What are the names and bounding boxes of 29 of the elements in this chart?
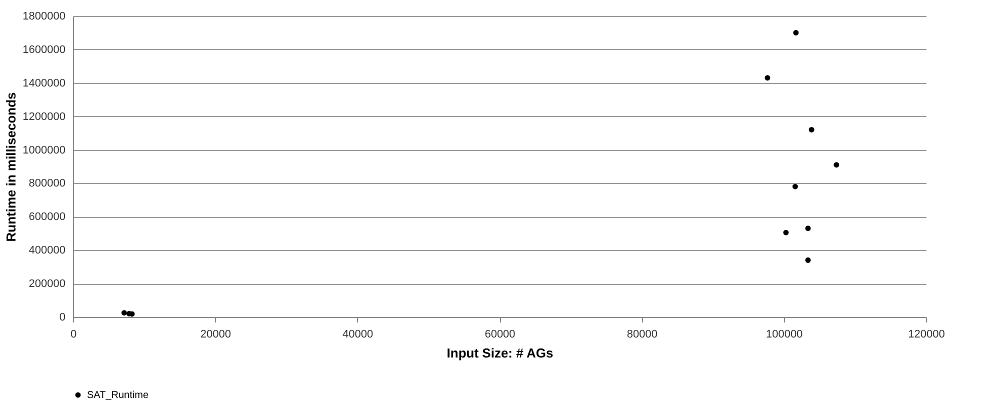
point <box>121 310 127 316</box>
x-tick-label: 80000 <box>626 328 658 340</box>
y-tick-label: 1000000 <box>22 144 66 156</box>
y-tick-label: 400000 <box>28 244 66 257</box>
point <box>783 230 789 236</box>
point <box>793 30 799 36</box>
x-tick-label: 120000 <box>908 328 945 340</box>
point <box>805 226 811 232</box>
y-tick-label: 1800000 <box>22 10 66 22</box>
x-axis-title: Input Size: # AGs <box>446 346 554 360</box>
x-tick-label: 40000 <box>342 328 374 340</box>
y-tick-label: 1600000 <box>22 44 66 56</box>
x-tick-label: 0 <box>70 328 77 340</box>
y-tick-label: 200000 <box>28 278 66 290</box>
y-tick-label: 1400000 <box>22 77 66 90</box>
legend-label: SAT_Runtime <box>87 390 149 401</box>
x-tick-label: 20000 <box>200 328 231 340</box>
y-tick-label: 600000 <box>28 211 66 224</box>
point <box>805 257 811 263</box>
x-tick-label: 60000 <box>484 328 516 340</box>
point <box>808 126 814 132</box>
point <box>792 184 798 190</box>
point <box>764 75 770 81</box>
point <box>834 162 840 168</box>
y-axis-title: Runtime in milliseconds <box>4 92 19 242</box>
y-tick-label: 1200000 <box>22 110 66 123</box>
y-tick-label: 800000 <box>28 178 66 190</box>
x-tick-label: 100000 <box>766 328 803 340</box>
y-tick-label: 0 <box>59 312 66 324</box>
